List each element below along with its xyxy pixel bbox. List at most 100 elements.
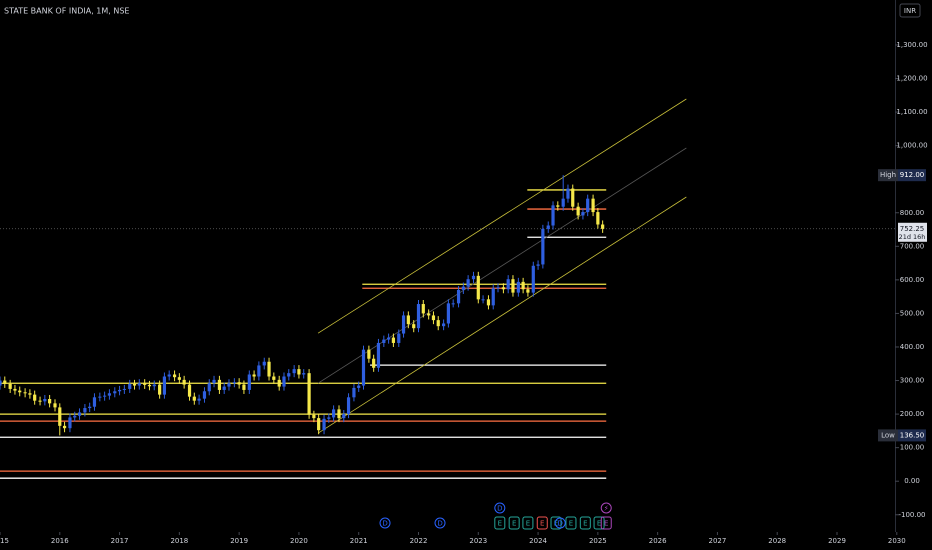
candle-body <box>212 379 216 384</box>
last-price-value: 752.25 <box>900 225 925 233</box>
candle-body <box>491 288 495 306</box>
price-label-value: 912.00 <box>900 171 925 179</box>
trend-channel-line <box>317 196 687 434</box>
candle-body <box>222 386 226 390</box>
event-label: E <box>498 520 502 528</box>
candle-body <box>516 281 520 293</box>
x-tick-label: 2027 <box>709 537 727 545</box>
candle-body <box>372 358 376 368</box>
candle-body <box>421 304 425 314</box>
candle-body <box>541 228 545 265</box>
candle-body <box>132 383 137 386</box>
candle-body <box>367 349 371 359</box>
candle-body <box>481 299 485 301</box>
candle-body <box>128 383 132 389</box>
candle-body <box>177 377 181 380</box>
candle-body <box>387 337 391 340</box>
candle-body <box>282 376 286 387</box>
candle-body <box>531 265 535 293</box>
candle-body <box>277 379 281 387</box>
event-label: D <box>497 505 502 513</box>
event-badge <box>579 516 591 530</box>
y-tick-label: 1,200.00 <box>896 75 927 83</box>
x-tick-label: 2017 <box>111 537 129 545</box>
price-label-value: 136.50 <box>900 431 925 439</box>
chart-title: STATE BANK OF INDIA, 1M, NSE <box>4 7 129 16</box>
candle-body <box>237 382 241 385</box>
event-badge <box>565 516 577 530</box>
x-tick-label: 2019 <box>230 537 248 545</box>
x-tick-label: 2025 <box>589 537 607 545</box>
candle-body <box>466 279 470 287</box>
y-tick-label: 100.00 <box>900 444 925 452</box>
event-badge <box>494 516 506 530</box>
price-label-tag <box>878 429 898 442</box>
x-tick-label: 2030 <box>888 537 906 545</box>
event-badge <box>522 516 534 530</box>
candle-body <box>58 407 62 426</box>
candle-body <box>406 315 410 325</box>
candle-body <box>73 415 77 418</box>
candle-body <box>416 304 421 329</box>
candle-body <box>43 398 47 402</box>
event-label: E <box>512 520 516 528</box>
candle-body <box>346 397 351 415</box>
candle-body <box>18 390 22 393</box>
candle-body <box>332 409 336 418</box>
countdown: 21d 16h <box>899 233 926 241</box>
candle-body <box>297 369 301 375</box>
x-tick-label: 2028 <box>768 537 786 545</box>
candle-body <box>77 412 82 416</box>
candle-body <box>461 286 465 290</box>
candle-body <box>242 384 246 390</box>
event-badge <box>550 516 562 530</box>
candle-body <box>217 379 222 390</box>
x-tick-label: 2023 <box>469 537 487 545</box>
event-label: E <box>583 520 587 528</box>
currency[interactable]: INR <box>904 7 916 15</box>
candle-body <box>182 379 186 385</box>
candle-body <box>302 373 306 375</box>
y-tick-label: 700.00 <box>900 242 925 250</box>
x-tick-label: 2015 <box>0 537 9 545</box>
candle-body <box>267 361 271 377</box>
candle-body <box>62 425 67 429</box>
candle-body <box>561 198 565 207</box>
candle-body <box>337 409 341 419</box>
candle-body <box>257 365 261 377</box>
candle-body <box>13 388 17 391</box>
candle-body <box>207 383 211 392</box>
x-tick-label: 2029 <box>828 537 846 545</box>
candle-body <box>262 361 266 366</box>
candle-body <box>486 299 491 306</box>
candle-body <box>172 374 177 378</box>
event-label: E <box>554 520 558 528</box>
candle-body <box>361 349 366 386</box>
event-badge <box>593 516 605 530</box>
event-badge <box>600 516 612 530</box>
price-label-name: High <box>880 171 896 179</box>
candle-body <box>456 289 461 304</box>
y-tick-label: -100.00 <box>898 511 925 519</box>
candle-body <box>521 281 525 290</box>
candle-body <box>566 188 570 199</box>
candle-body <box>227 383 231 387</box>
x-tick-label: 2022 <box>410 537 428 545</box>
currency-box[interactable] <box>899 3 921 18</box>
candle-body <box>581 212 585 216</box>
candle-body <box>92 397 97 407</box>
candle-body <box>412 324 416 329</box>
candle-body <box>427 313 431 316</box>
candle-body <box>33 394 37 401</box>
candle-body <box>68 417 72 429</box>
event-badge <box>600 502 612 514</box>
candle-body <box>536 264 540 266</box>
candle-body <box>591 198 595 213</box>
candle-body <box>317 418 321 431</box>
candle-body <box>496 287 500 289</box>
x-tick-label: 2021 <box>350 537 368 545</box>
y-tick-label: 400.00 <box>900 343 925 351</box>
y-tick-label: 500.00 <box>900 309 925 317</box>
candle-body <box>28 393 32 395</box>
